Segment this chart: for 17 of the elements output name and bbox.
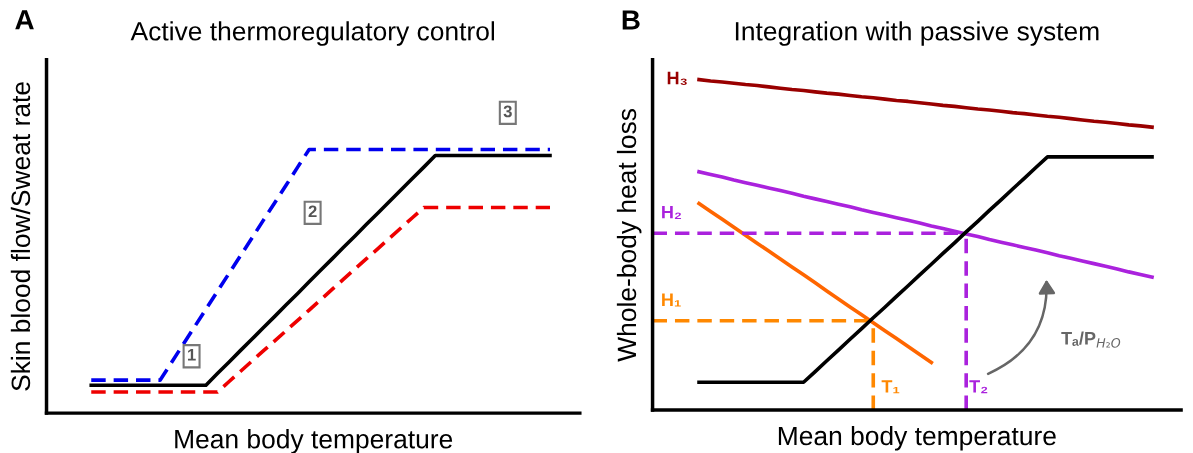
text: B — [622, 10, 640, 30]
text: A — [15, 10, 34, 30]
x-axis-title: Mean body temperature — [175, 429, 453, 453]
annotation: T₁ — [881, 380, 900, 394]
y-axis-title: Skin blood flow/Sweat rate — [10, 82, 31, 391]
chart-title: Active thermoregulatory control — [130, 21, 495, 46]
chart-title: Integration with passive system — [735, 21, 1099, 46]
series-label: H₂ — [662, 205, 682, 219]
annotation: T₂ — [969, 380, 988, 394]
annotation: 2 — [308, 205, 317, 218]
series-label: H₁ — [662, 293, 681, 307]
annotation: Tₐ/P$_{H₂O}$ — [1061, 331, 1121, 348]
x-axis-title: Mean body temperature — [778, 425, 1056, 451]
y-axis-title: Whole-body heat loss — [616, 108, 642, 362]
series-label: H₃ — [667, 71, 687, 85]
annotation: 1 — [187, 349, 196, 361]
text: 3 — [503, 105, 512, 118]
